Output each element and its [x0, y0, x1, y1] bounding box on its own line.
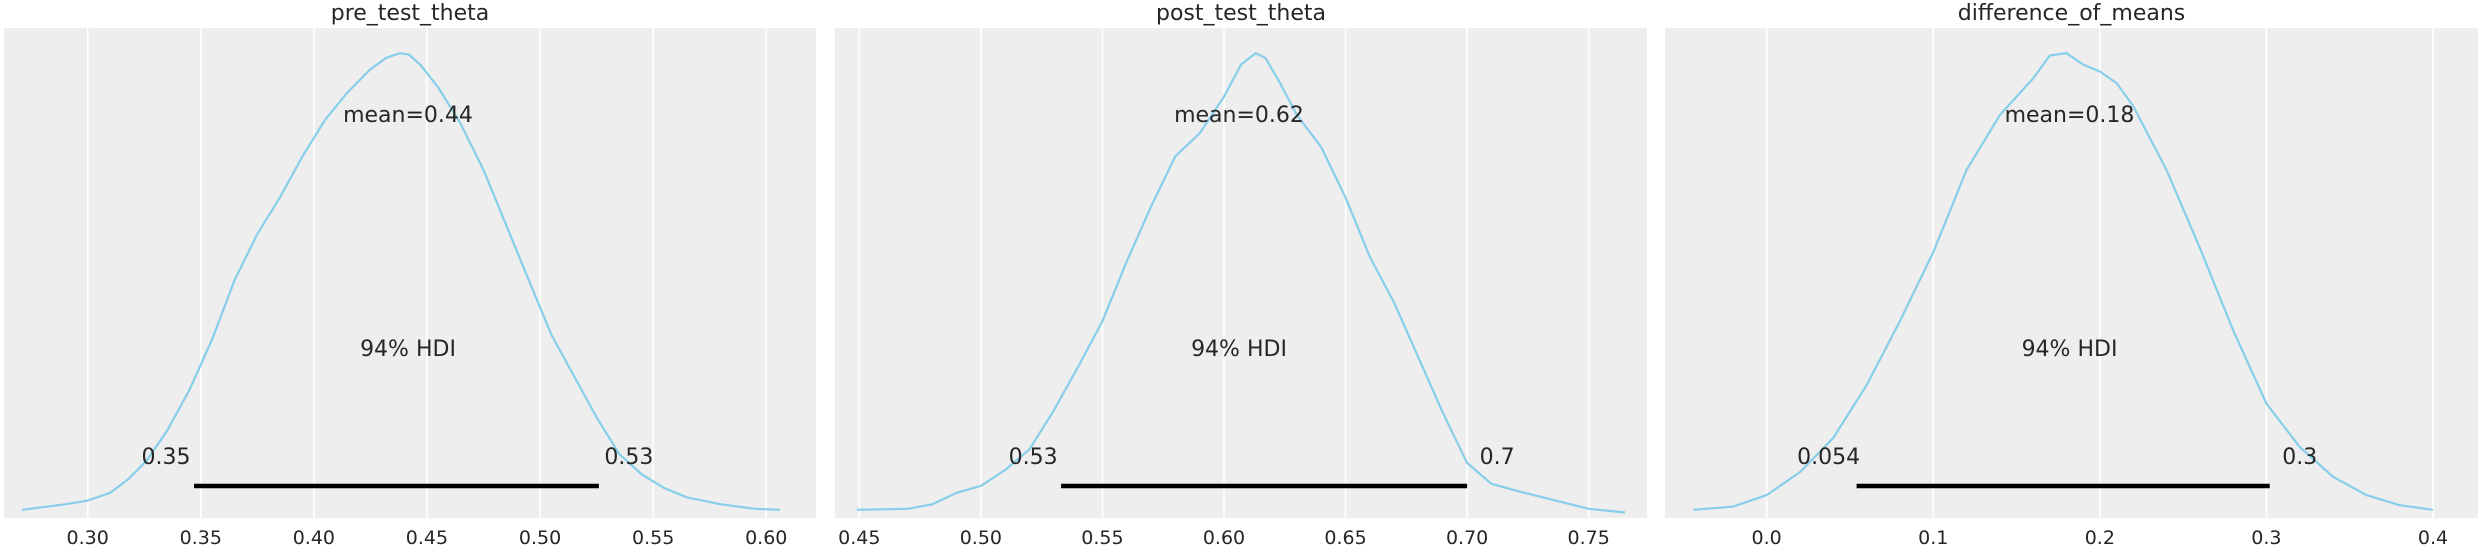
x-tick-label: 0.45	[838, 527, 880, 549]
mean-label: mean=0.44	[343, 103, 473, 128]
hdi-lower-label: 0.054	[1797, 445, 1860, 470]
x-tick-label: 0.70	[1446, 527, 1488, 549]
density-curve	[1693, 52, 2434, 511]
x-tick-label: 0.50	[519, 527, 561, 549]
hdi-label: 94% HDI	[2022, 337, 2118, 362]
x-tick-label: 0.55	[632, 527, 674, 549]
x-tick-label: 0.45	[406, 527, 448, 549]
panel-title: pre_test_theta	[331, 1, 490, 26]
hdi-label: 94% HDI	[360, 337, 456, 362]
hdi-lower-label: 0.53	[1009, 445, 1058, 470]
x-tick-label: 0.1	[1918, 527, 1948, 549]
x-tick-label: 0.35	[180, 527, 222, 549]
hdi-upper-label: 0.53	[604, 445, 653, 470]
x-tick-label: 0.65	[1324, 527, 1366, 549]
panel-background	[1665, 28, 2478, 518]
panel-post_test_theta: 0.45 0.50 0.55 0.60 0.65 0.70 0.75 post_test_th…	[835, 1, 1647, 549]
mean-label: mean=0.62	[1174, 103, 1304, 128]
panel-title: post_test_theta	[1156, 1, 1326, 26]
hdi-lower-label: 0.35	[142, 445, 191, 470]
panel-background	[4, 28, 816, 518]
panel-pre_test_theta: 0.30 0.35 0.40 0.45 0.50 0.55 0.60 pre_test_the…	[4, 1, 816, 549]
hdi-label: 94% HDI	[1191, 337, 1287, 362]
x-tick-label: 0.75	[1567, 527, 1609, 549]
x-tick-label: 0.60	[745, 527, 787, 549]
hdi-upper-label: 0.3	[2282, 445, 2317, 470]
mean-label: mean=0.18	[2005, 103, 2135, 128]
density-curve	[21, 52, 780, 511]
panel-difference_of_means: 0.0 0.1 0.2 0.3 0.4 difference_of_means mean=0…	[1665, 1, 2478, 549]
x-tick-label: 0.0	[1752, 527, 1782, 549]
x-tick-label: 0.40	[293, 527, 335, 549]
x-tick-label: 0.60	[1203, 527, 1245, 549]
density-curve	[856, 51, 1626, 514]
x-tick-label: 0.3	[2251, 527, 2281, 549]
panel-title: difference_of_means	[1958, 1, 2186, 26]
x-tick-label: 0.2	[2085, 527, 2115, 549]
x-tick-label: 0.30	[67, 527, 109, 549]
x-tick-label: 0.4	[2418, 527, 2448, 549]
x-tick-label: 0.55	[1081, 527, 1123, 549]
hdi-upper-label: 0.7	[1480, 445, 1515, 470]
x-tick-label: 0.50	[960, 527, 1002, 549]
panel-background	[835, 28, 1647, 518]
